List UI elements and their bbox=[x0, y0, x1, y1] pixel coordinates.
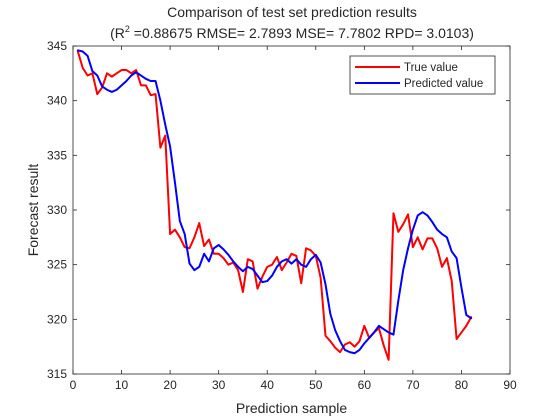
x-tick-label: 40 bbox=[261, 378, 275, 392]
title-r: (R bbox=[110, 25, 125, 41]
x-tick-label: 20 bbox=[163, 378, 177, 392]
x-tick-label: 80 bbox=[455, 378, 469, 392]
series-line-predicted-value bbox=[76, 49, 473, 355]
chart-title-line1: Comparison of test set prediction result… bbox=[167, 4, 417, 20]
legend-label-predicted-value: Predicted value bbox=[404, 78, 483, 90]
plot-area bbox=[73, 46, 510, 374]
x-tick-label: 10 bbox=[115, 378, 129, 392]
legend: True value Predicted value bbox=[349, 55, 496, 95]
x-tick-label: 90 bbox=[503, 378, 517, 392]
y-tick-label: 330 bbox=[47, 203, 67, 217]
x-tick-label: 30 bbox=[212, 378, 226, 392]
y-tick-label: 335 bbox=[47, 148, 67, 162]
y-tick-label: 325 bbox=[47, 258, 67, 272]
title-superscript: 2 bbox=[125, 24, 130, 34]
y-tick-label: 345 bbox=[47, 39, 67, 53]
y-axis-label: Forecast result bbox=[25, 164, 41, 257]
legend-box bbox=[349, 55, 496, 95]
series-line-true-value bbox=[76, 50, 473, 361]
x-axis-label: Prediction sample bbox=[236, 400, 347, 416]
y-tick-label: 320 bbox=[47, 312, 67, 326]
x-tick-label: 70 bbox=[406, 378, 420, 392]
series-layer bbox=[76, 49, 473, 361]
title-stats: =0.88675 RMSE= 2.7893 MSE= 7.7802 RPD= 3… bbox=[130, 25, 474, 41]
x-tick-label: 60 bbox=[358, 378, 372, 392]
chart-title-line2: (R2 =0.88675 RMSE= 2.7893 MSE= 7.7802 RP… bbox=[110, 24, 474, 41]
y-tick-label: 340 bbox=[47, 94, 67, 108]
x-tick-label: 0 bbox=[70, 378, 77, 392]
legend-label-true-value: True value bbox=[404, 62, 458, 74]
y-tick-label: 315 bbox=[47, 367, 67, 381]
ticks-layer: 0 10 20 30 40 50 60 70 80 90 315 320 325 330 335 340 345 bbox=[47, 39, 517, 392]
x-tick-label: 50 bbox=[309, 378, 323, 392]
